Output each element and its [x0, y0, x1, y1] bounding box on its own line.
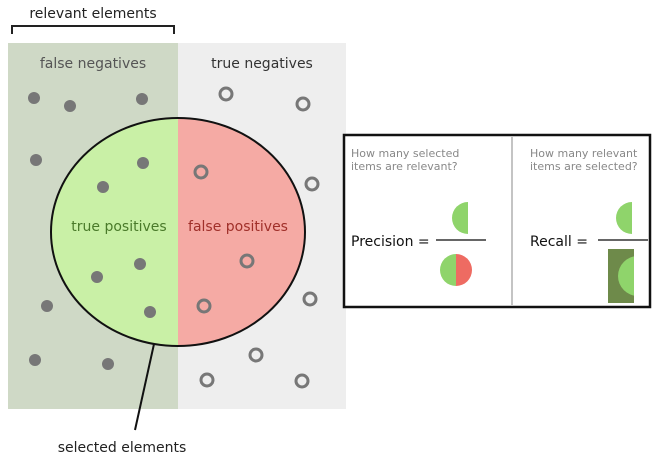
recall-label: Recall =	[530, 234, 588, 250]
true-positives-label: true positives	[71, 219, 166, 235]
true-negatives-label: true negatives	[211, 56, 313, 72]
relevant-dot	[29, 354, 41, 366]
relevant-dots	[28, 92, 156, 370]
nonrelevant-dot	[248, 347, 264, 363]
relevant-dot	[28, 92, 40, 104]
precision-question-line2: items are relevant?	[351, 160, 458, 173]
nonrelevant-dots	[193, 86, 320, 389]
nonrelevant-dot	[239, 253, 255, 269]
precision-denominator-circle	[440, 254, 472, 286]
relevant-dot	[91, 271, 103, 283]
selected-pointer-line	[134, 343, 155, 431]
selected-elements-label: selected elements	[58, 440, 187, 456]
relevant-elements-label: relevant elements	[29, 6, 156, 22]
nonrelevant-dot	[295, 96, 311, 112]
nonrelevant-dot	[302, 291, 318, 307]
relevant-dot	[137, 157, 149, 169]
nonrelevant-dot	[218, 86, 234, 102]
precision-label: Precision =	[351, 234, 430, 250]
relevant-dot	[136, 93, 148, 105]
relevant-dot	[134, 258, 146, 270]
nonrelevant-dot	[304, 176, 320, 192]
selected-elements-oval	[50, 117, 306, 347]
recall-numerator-halfcircle	[616, 202, 632, 234]
relevant-dot	[64, 100, 76, 112]
nonrelevant-dot	[199, 372, 215, 388]
nonrelevant-dot	[193, 164, 209, 180]
recall-denominator-block	[608, 249, 634, 303]
precision-numerator-halfcircle	[452, 202, 468, 234]
recall-question-line2: items are selected?	[530, 160, 638, 173]
nonrelevant-dot	[196, 298, 212, 314]
recall-question-line1: How many relevant	[530, 147, 638, 160]
formula-box	[342, 133, 652, 309]
relevant-dot	[41, 300, 53, 312]
relevant-dot	[144, 306, 156, 318]
relevant-dot	[97, 181, 109, 193]
false-positives-label: false positives	[188, 219, 288, 235]
nonrelevant-dot	[294, 373, 310, 389]
false-negatives-label: false negatives	[40, 56, 146, 72]
relevant-dot	[30, 154, 42, 166]
relevant-bracket	[11, 25, 175, 34]
precision-question-line1: How many selected	[351, 147, 459, 160]
relevant-dot	[102, 358, 114, 370]
